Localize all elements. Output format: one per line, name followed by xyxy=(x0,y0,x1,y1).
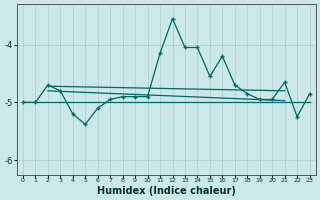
X-axis label: Humidex (Indice chaleur): Humidex (Indice chaleur) xyxy=(97,186,236,196)
